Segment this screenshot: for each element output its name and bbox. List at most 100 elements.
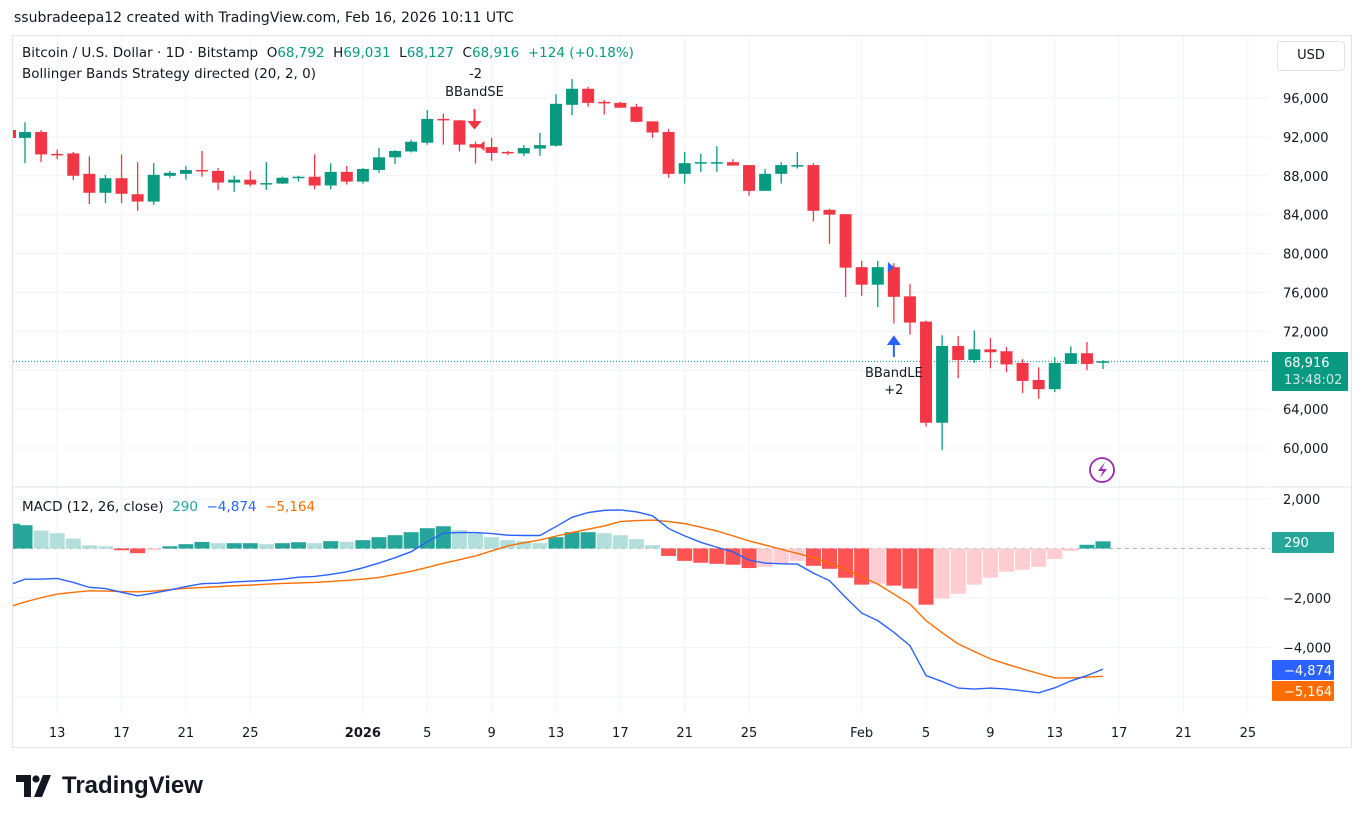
candle-body: [276, 177, 289, 184]
candle-body: [19, 132, 31, 138]
price-axis-label: 76,000: [1283, 286, 1329, 301]
long-signal-label: BBandLE: [865, 366, 923, 381]
close-label: C: [462, 45, 472, 61]
candle: [694, 153, 707, 172]
candle: [308, 154, 321, 190]
candle-body: [533, 145, 546, 149]
candle-body: [823, 209, 836, 215]
candle: [823, 208, 836, 244]
macd-histogram-bar: [226, 543, 242, 549]
macd-histogram-bar: [741, 548, 757, 569]
tradingview-logo-icon: [16, 775, 51, 797]
time-axis-label: 5: [922, 726, 930, 741]
candle: [324, 163, 337, 190]
macd-histogram-bar: [210, 543, 226, 549]
price-axis-label: 88,000: [1283, 170, 1329, 185]
macd-histogram-bar: [451, 530, 467, 549]
candle-body: [372, 157, 385, 170]
arrow-up-icon: [886, 335, 901, 357]
macd-histogram-bar: [146, 548, 162, 550]
candle: [501, 150, 514, 155]
candle: [19, 122, 31, 164]
macd-histogram-bar: [838, 548, 854, 578]
candle: [51, 149, 64, 160]
candle-body: [646, 121, 659, 133]
candle-body: [1097, 361, 1110, 363]
candle: [549, 94, 562, 147]
candle-body: [405, 141, 418, 152]
macd-histogram-bar: [966, 548, 982, 585]
macd-histogram-bar: [612, 535, 628, 549]
currency-button[interactable]: USD: [1277, 41, 1345, 71]
candle: [115, 154, 128, 203]
macd-histogram-bar: [709, 548, 725, 564]
macd-histogram-bar: [822, 548, 837, 569]
candle-body: [984, 349, 997, 353]
price-axis-label: 72,000: [1283, 325, 1329, 340]
candle: [984, 338, 997, 369]
candle-body: [1016, 362, 1029, 381]
candle: [791, 151, 804, 169]
macd-histogram-bar: [950, 548, 966, 594]
macd-histogram-bar: [548, 537, 564, 549]
candle-body: [598, 101, 611, 104]
candle-body: [678, 163, 691, 174]
candle-body: [952, 345, 965, 361]
candle-body: [99, 178, 112, 193]
time-axis-label: 21: [178, 726, 195, 741]
candle-body: [1064, 353, 1077, 364]
macd-line: [25, 509, 1104, 694]
candle-body: [51, 153, 64, 156]
macd-histogram-bar: [403, 532, 419, 549]
time-axis-label: 21: [1175, 726, 1192, 741]
candle: [839, 214, 852, 297]
long-entry-marker: [887, 262, 894, 272]
macd-histogram-bar: [982, 548, 998, 578]
candle-body: [662, 132, 675, 174]
low-label: L: [399, 45, 407, 61]
macd-legend[interactable]: MACD (12, 26, close) 290 −4,874 −5,164: [22, 499, 315, 515]
arrow-down-icon: [467, 109, 482, 130]
candle-body: [212, 170, 225, 183]
last-price-badge-text: 68,916: [1284, 356, 1330, 371]
candle: [936, 335, 949, 450]
macd-signal-badge-bg: [1272, 681, 1334, 701]
candle-body: [1032, 379, 1045, 390]
macd-histogram-bar: [242, 543, 258, 549]
macd-histogram-bar: [65, 538, 81, 549]
candle-body: [131, 194, 144, 202]
macd-histogram-bar: [596, 533, 612, 549]
macd-histogram-bar: [178, 544, 194, 549]
candle: [1032, 367, 1045, 399]
candle-body: [743, 165, 756, 191]
macd-histogram-bar: [580, 532, 596, 549]
candle-body: [517, 148, 530, 154]
macd-histogram-bar: [886, 548, 902, 586]
candle-body: [630, 106, 643, 122]
candle-body: [67, 153, 80, 176]
macd-signal-badge: −5,164: [1272, 681, 1334, 701]
macd-histogram-bar: [339, 541, 355, 549]
strategy-legend[interactable]: Bollinger Bands Strategy directed (20, 2…: [22, 66, 316, 82]
last-price-badge-text: 13:48:02: [1284, 373, 1342, 388]
time-axis-label: 13: [49, 726, 66, 741]
price-axis-label: 92,000: [1283, 131, 1329, 146]
candle-body: [324, 171, 337, 186]
candle-body: [195, 169, 208, 172]
macd-histogram-bar: [725, 548, 741, 565]
time-axis-label: 9: [487, 726, 495, 741]
macd-title: MACD (12, 26, close): [22, 499, 164, 515]
candle: [968, 330, 981, 363]
candle: [276, 176, 289, 185]
macd-histogram-bar: [693, 548, 709, 563]
close-value: 68,916: [471, 45, 520, 61]
lightning-icon[interactable]: [1089, 457, 1115, 483]
candle: [775, 162, 788, 184]
lightning-icon-bolt: [1098, 462, 1107, 478]
candle: [195, 150, 208, 177]
time-axis-label: 5: [423, 726, 431, 741]
macd-histogram-bar: [998, 548, 1014, 572]
candle-body: [485, 147, 498, 153]
open-label: O: [266, 45, 278, 61]
